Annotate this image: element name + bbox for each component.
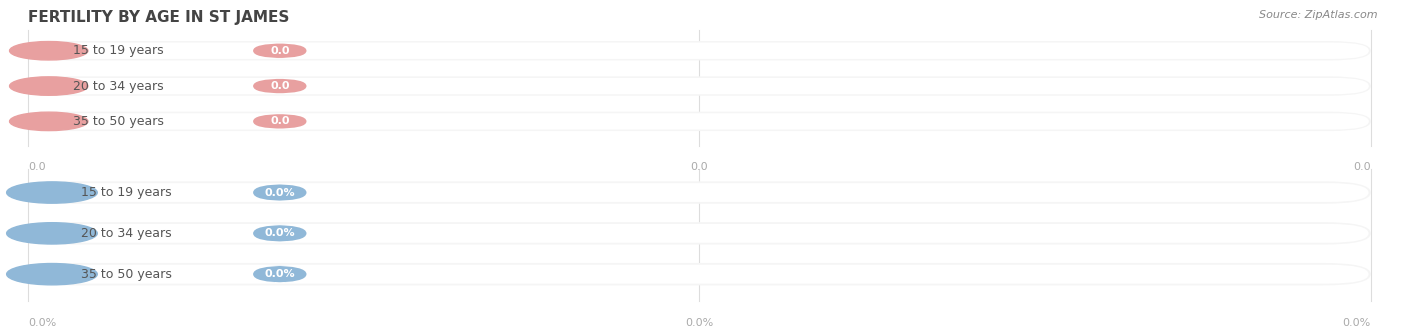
Text: 0.0%: 0.0% — [264, 269, 295, 279]
Text: 15 to 19 years: 15 to 19 years — [73, 44, 165, 57]
Text: 15 to 19 years: 15 to 19 years — [80, 186, 172, 199]
Text: 0.0%: 0.0% — [264, 228, 295, 238]
Circle shape — [7, 263, 97, 285]
Text: 0.0%: 0.0% — [1343, 318, 1371, 328]
Circle shape — [10, 41, 89, 60]
FancyBboxPatch shape — [28, 222, 1371, 245]
FancyBboxPatch shape — [253, 184, 307, 201]
FancyBboxPatch shape — [28, 263, 1371, 285]
FancyBboxPatch shape — [30, 78, 1369, 94]
FancyBboxPatch shape — [253, 266, 307, 283]
Text: 0.0: 0.0 — [270, 46, 290, 56]
Text: 0.0: 0.0 — [28, 162, 46, 172]
Text: 35 to 50 years: 35 to 50 years — [80, 268, 172, 281]
Circle shape — [10, 77, 89, 95]
Text: Source: ZipAtlas.com: Source: ZipAtlas.com — [1260, 10, 1378, 20]
Text: 0.0%: 0.0% — [28, 318, 56, 328]
FancyBboxPatch shape — [31, 265, 1368, 284]
FancyBboxPatch shape — [30, 113, 1369, 129]
FancyBboxPatch shape — [253, 79, 307, 93]
Circle shape — [7, 182, 97, 203]
FancyBboxPatch shape — [31, 183, 1368, 202]
Text: 20 to 34 years: 20 to 34 years — [73, 79, 165, 93]
FancyBboxPatch shape — [253, 43, 307, 58]
Text: 35 to 50 years: 35 to 50 years — [73, 115, 165, 128]
FancyBboxPatch shape — [31, 224, 1368, 243]
Text: FERTILITY BY AGE IN ST JAMES: FERTILITY BY AGE IN ST JAMES — [28, 10, 290, 25]
FancyBboxPatch shape — [30, 43, 1369, 59]
Text: 0.0: 0.0 — [270, 81, 290, 91]
Text: 0.0: 0.0 — [270, 117, 290, 126]
FancyBboxPatch shape — [28, 112, 1371, 131]
FancyBboxPatch shape — [253, 225, 307, 242]
Circle shape — [7, 223, 97, 244]
FancyBboxPatch shape — [28, 76, 1371, 96]
FancyBboxPatch shape — [253, 114, 307, 129]
Text: 20 to 34 years: 20 to 34 years — [80, 227, 172, 240]
Text: 0.0%: 0.0% — [264, 188, 295, 198]
FancyBboxPatch shape — [28, 181, 1371, 204]
FancyBboxPatch shape — [28, 41, 1371, 61]
Text: 0.0: 0.0 — [1353, 162, 1371, 172]
Text: 0.0%: 0.0% — [685, 318, 714, 328]
Circle shape — [10, 112, 89, 131]
Text: 0.0: 0.0 — [690, 162, 709, 172]
